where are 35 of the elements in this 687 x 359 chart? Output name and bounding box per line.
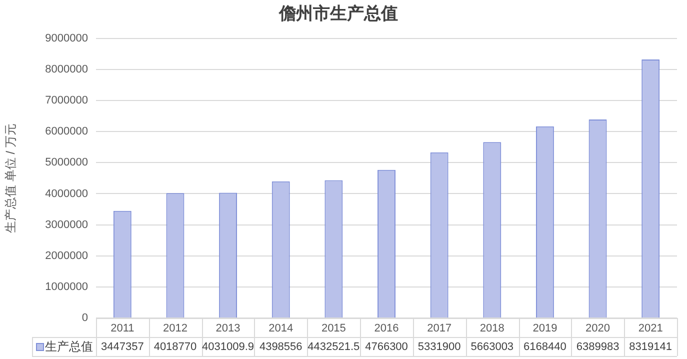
x-tick-label: 2017 [427, 322, 452, 335]
data-label: 4398556 [259, 341, 302, 354]
y-tick-label: 5000000 [45, 156, 88, 169]
x-tick-label: 2021 [638, 322, 663, 335]
x-tick-label: 2018 [480, 322, 504, 335]
x-tick-label: 2011 [110, 322, 134, 335]
data-label: 3447357 [100, 341, 144, 354]
x-tick-label: 2013 [216, 322, 240, 335]
y-tick-label: 9000000 [45, 32, 88, 44]
y-tick-label: 7000000 [45, 94, 88, 107]
data-label: 4766300 [365, 341, 408, 354]
data-label: 5663003 [470, 341, 514, 354]
y-tick-label: 8000000 [45, 64, 88, 76]
chart-title: 儋州市生产总值 [278, 4, 398, 23]
y-tick-label: 0 [82, 312, 88, 324]
y-tick-label: 3000000 [45, 218, 88, 231]
y-tick-label: 6000000 [45, 126, 88, 138]
data-label: 6389983 [576, 341, 620, 354]
legend-label: 生产总值 [45, 339, 93, 354]
x-tick-label: 2020 [586, 322, 610, 335]
data-label: 8319141 [629, 341, 672, 354]
x-tick-label: 2015 [321, 322, 346, 335]
x-tick-label: 2014 [268, 322, 294, 335]
x-tick-label: 2019 [532, 322, 558, 335]
y-tick-label: 1000000 [45, 280, 88, 293]
x-tick-label: 2016 [374, 322, 399, 335]
y-tick-label: 2000000 [45, 250, 88, 262]
y-axis-title: 生产总值 单位 / 万元 [4, 124, 18, 233]
data-label: 5331900 [418, 341, 461, 354]
x-tick-label: 2012 [162, 322, 188, 335]
y-tick-label: 4000000 [45, 188, 88, 200]
data-label: 4432521.5 [308, 341, 360, 354]
data-label: 4031009.9 [202, 341, 254, 354]
data-label: 6168440 [524, 341, 566, 354]
data-label: 4018770 [154, 341, 197, 354]
